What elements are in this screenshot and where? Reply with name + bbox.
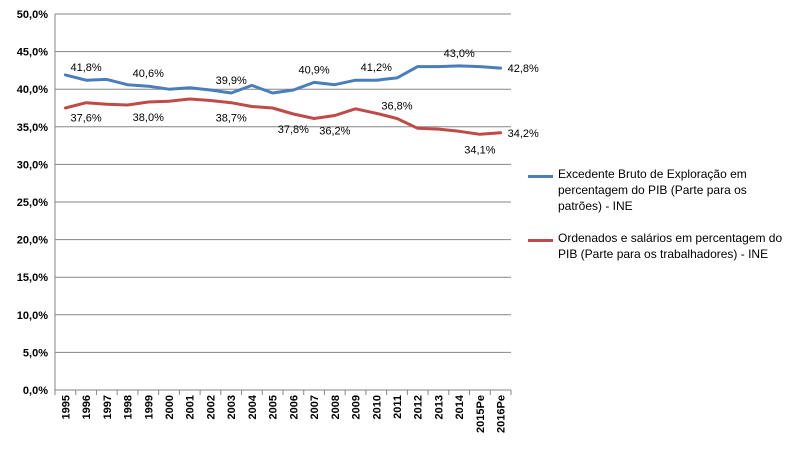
data-label: 41,8%	[70, 62, 101, 74]
data-label: 39,9%	[216, 75, 247, 87]
y-tick-label: 15,0%	[17, 272, 48, 284]
data-label: 36,8%	[381, 101, 412, 113]
data-label: 34,2%	[508, 128, 539, 140]
x-tick-label: 2001	[185, 395, 197, 419]
data-label: 41,2%	[361, 62, 392, 74]
x-tick-label: 1997	[102, 395, 114, 419]
series-line-2	[63, 97, 503, 136]
series-line-1	[63, 64, 503, 95]
x-tick-label: 2004	[247, 394, 259, 419]
data-label: 38,7%	[216, 113, 247, 125]
legend-label-excedente: Excedente Bruto de Exploração em percent…	[558, 167, 747, 213]
x-tick-label: 2016Pe	[496, 395, 508, 433]
x-tick-label: 2011	[392, 395, 404, 419]
x-tick-label: 2013	[433, 395, 445, 419]
x-tick-label: 1996	[81, 395, 93, 419]
legend-swatch-excedente	[528, 175, 553, 178]
y-tick-label: 10,0%	[17, 310, 48, 322]
x-tick-label: 2014	[454, 394, 466, 419]
x-tick-label: 2005	[268, 395, 280, 419]
data-label: 37,6%	[70, 113, 101, 125]
x-tick-label: 2012	[413, 395, 425, 419]
data-label: 42,8%	[508, 63, 539, 75]
y-tick-label: 30,0%	[17, 159, 48, 171]
y-tick-label: 20,0%	[17, 235, 48, 247]
y-tick-label: 0,0%	[23, 385, 48, 397]
data-label: 36,2%	[319, 126, 350, 138]
x-tick-label: 2010	[371, 395, 383, 419]
legend-swatch-ordenados	[528, 239, 553, 242]
x-tick-label: 2006	[288, 395, 300, 419]
x-tick-label: 2009	[351, 395, 363, 419]
y-tick-label: 50,0%	[17, 9, 48, 21]
x-tick-label: 2000	[164, 395, 176, 419]
data-label: 43,0%	[444, 48, 475, 60]
x-tick-label: 2008	[330, 395, 342, 419]
x-tick-label: 2002	[205, 395, 217, 419]
data-label: 40,9%	[298, 64, 329, 76]
legend-label-ordenados: Ordenados e salários em percentagem do P…	[558, 231, 783, 261]
data-label: 34,1%	[464, 144, 495, 156]
x-tick-label: 2003	[226, 395, 238, 419]
y-tick-label: 25,0%	[17, 197, 48, 209]
x-tick-label: 1999	[143, 395, 155, 419]
data-label: 40,6%	[133, 68, 164, 80]
y-tick-label: 35,0%	[17, 122, 48, 134]
y-tick-label: 40,0%	[17, 84, 48, 96]
x-tick-label: 1995	[60, 395, 72, 419]
x-tick-label: 1998	[123, 395, 135, 419]
data-label: 37,8%	[278, 124, 309, 136]
y-tick-label: 45,0%	[17, 47, 48, 59]
x-tick-label: 2007	[309, 395, 321, 419]
x-tick-label: 2015Pe	[475, 395, 487, 433]
data-label: 38,0%	[133, 112, 164, 124]
y-tick-label: 5,0%	[23, 347, 48, 359]
